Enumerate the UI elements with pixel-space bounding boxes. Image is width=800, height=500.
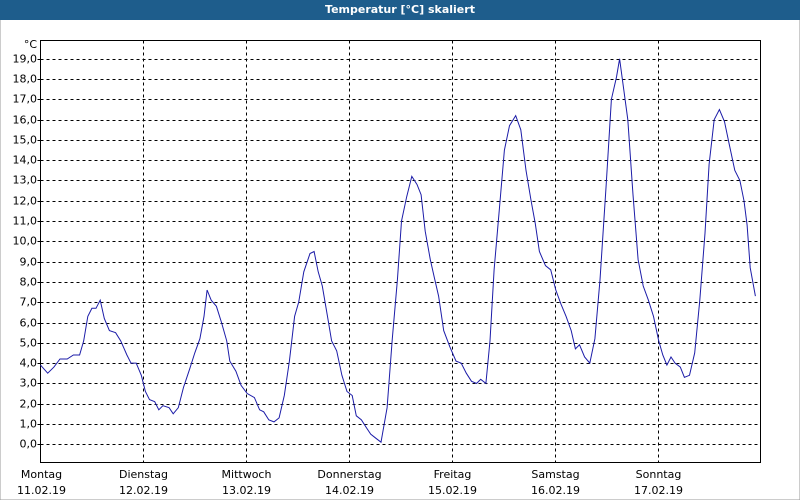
temperature-line [40, 58, 756, 444]
x-tick-date: 11.02.19 [17, 484, 66, 497]
y-tick-label: 11,0 [13, 215, 38, 228]
y-tick-label: 9,0 [20, 256, 38, 269]
y-tick-label: 13,0 [13, 174, 38, 187]
y-tick-label: 6,0 [20, 317, 38, 330]
y-tick-label: 10,0 [13, 235, 38, 248]
x-tick-label: Dienstag [119, 468, 168, 481]
x-tick-label: Donnerstag [317, 468, 381, 481]
y-tick-label: 16,0 [13, 114, 38, 127]
x-tick-date: 14.02.19 [325, 484, 374, 497]
y-tick-label: 3,0 [20, 377, 38, 390]
x-tick-label: Montag [21, 468, 62, 481]
title-bar [0, 0, 800, 20]
y-tick-label: 15,0 [13, 134, 38, 147]
x-tick-date: 12.02.19 [119, 484, 168, 497]
x-tick-date: 16.02.19 [531, 484, 580, 497]
y-tick-label: 1,0 [20, 418, 38, 431]
chart-title: Temperatur [°C] skaliert [325, 3, 475, 16]
y-axis-label: °C [24, 38, 38, 51]
y-tick-label: 7,0 [20, 296, 38, 309]
x-tick-date: 15.02.19 [428, 484, 477, 497]
x-tick-label: Sonntag [636, 468, 682, 481]
y-tick-label: 18,0 [13, 73, 38, 86]
y-tick-label: 17,0 [13, 93, 38, 106]
y-tick-label: 5,0 [20, 337, 38, 350]
x-tick-label: Freitag [434, 468, 472, 481]
x-tick-label: Mittwoch [222, 468, 272, 481]
y-tick-label: 0,0 [20, 438, 38, 451]
y-tick-label: 19,0 [13, 53, 38, 66]
x-tick-date: 13.02.19 [222, 484, 271, 497]
y-tick-label: 8,0 [20, 276, 38, 289]
y-tick-label: 4,0 [20, 357, 38, 370]
y-tick-label: 2,0 [20, 398, 38, 411]
y-tick-label: 14,0 [13, 154, 38, 167]
x-tick-label: Samstag [531, 468, 579, 481]
x-tick-date: 17.02.19 [634, 484, 683, 497]
plot-area [40, 40, 761, 463]
y-tick-label: 12,0 [13, 195, 38, 208]
